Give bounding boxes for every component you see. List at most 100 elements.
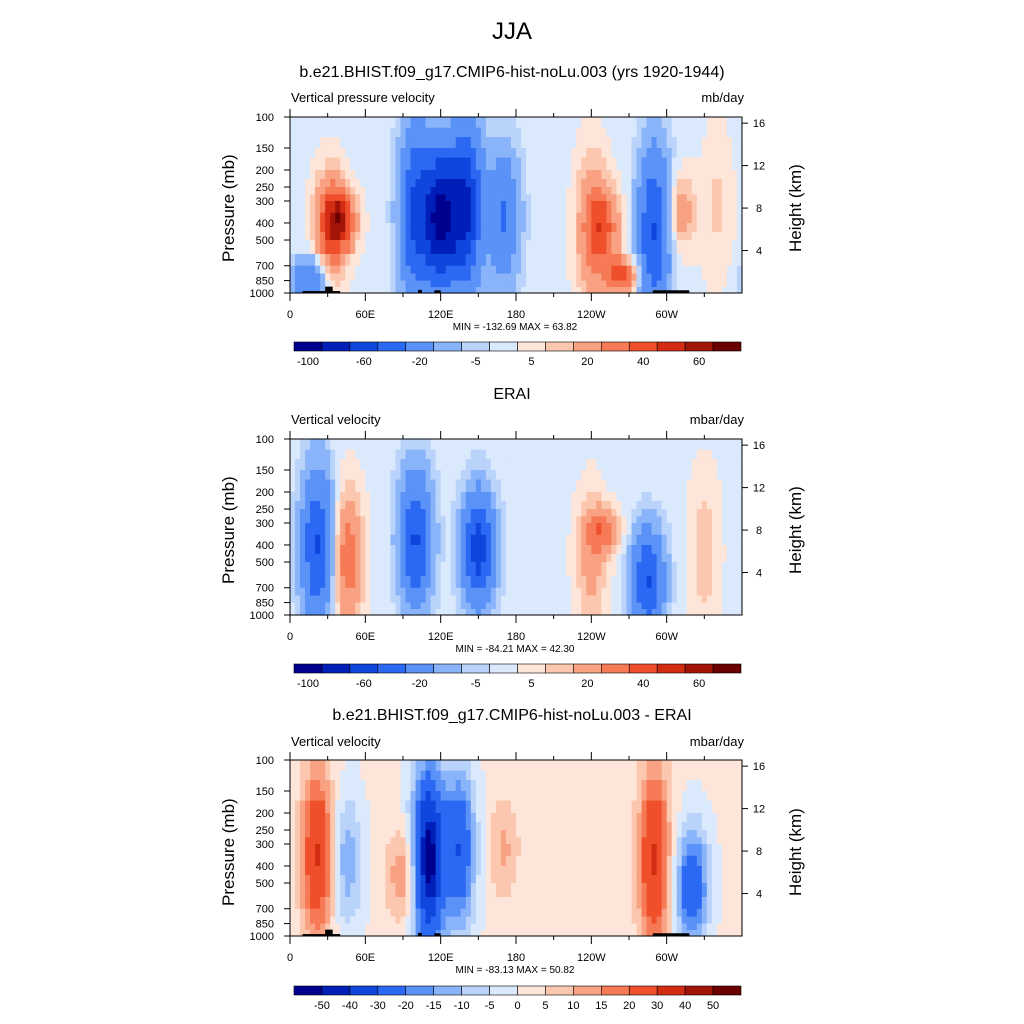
heatmap-cell [290, 187, 296, 195]
heatmap-cell [385, 509, 392, 517]
heatmap-cell [586, 837, 592, 845]
heatmap-cell [465, 534, 472, 546]
heatmap-cell [706, 459, 713, 471]
heatmap-cell [596, 790, 602, 802]
heatmap-cell [310, 491, 316, 502]
heatmap-cell [561, 500, 567, 510]
heatmap-cell [631, 837, 638, 845]
heatmap-cell [641, 896, 648, 910]
heatmap-cell [415, 587, 422, 597]
heatmap-cell [686, 200, 693, 214]
heatmap-cell [691, 449, 698, 460]
heatmap-cell [430, 459, 437, 471]
heatmap-cell [576, 117, 582, 129]
heatmap-cell [290, 800, 296, 814]
heatmap-cell [636, 187, 643, 195]
heatmap-cell [325, 609, 331, 616]
heatmap-cell [340, 280, 346, 288]
heatmap-cell [460, 760, 467, 772]
heatmap-cell [566, 760, 572, 772]
heatmap-cell [495, 137, 502, 149]
heatmap-cell [450, 469, 457, 481]
heatmap-cell [661, 273, 668, 282]
heatmap-cell [641, 883, 648, 898]
heatmap-cell [470, 212, 477, 224]
heatmap-cell [470, 169, 477, 180]
heatmap-cell [611, 602, 618, 610]
heatmap-cell [335, 760, 341, 772]
heatmap-cell [561, 534, 567, 546]
heatmap-cell [526, 127, 532, 138]
heatmap-cell [335, 187, 341, 195]
heatmap-cell [420, 800, 427, 814]
heatmap-cell [350, 760, 356, 772]
heatmap-cell [300, 509, 306, 517]
heatmap-cell [350, 449, 356, 460]
heatmap-cell [631, 908, 638, 918]
heatmap-cell [616, 923, 623, 931]
heatmap-cell [536, 562, 542, 577]
heatmap-cell [395, 865, 402, 876]
heatmap-cell [571, 491, 577, 502]
heatmap-cell [455, 469, 462, 481]
heatmap-cell [290, 169, 296, 180]
heatmap-cell [536, 790, 542, 802]
heatmap-cell [621, 908, 628, 918]
heatmap-cell [661, 479, 668, 493]
heatmap-cell [305, 544, 311, 555]
heatmap-cell [460, 117, 467, 129]
heatmap-cell [591, 760, 597, 772]
heatmap-cell [435, 222, 442, 233]
lon-tick-label: 180 [507, 631, 525, 643]
heatmap-cell [375, 265, 381, 275]
heatmap-cell [465, 469, 472, 481]
heatmap-cell [691, 200, 698, 214]
heatmap-cell [295, 509, 301, 517]
heatmap-cell [385, 479, 392, 493]
heatmap-cell [425, 760, 432, 772]
heatmap-cell [370, 509, 376, 517]
heatmap-cell [385, 812, 392, 823]
heatmap-cell [681, 609, 688, 616]
heatmap-cell [576, 562, 582, 577]
heatmap-cell [395, 602, 402, 610]
heatmap-cell [400, 930, 407, 937]
heatmap-cell [355, 770, 361, 781]
heatmap-cell [681, 509, 688, 517]
heatmap-cell [385, 760, 392, 772]
heatmap-cell [375, 562, 381, 577]
lon-tick-label: 120E [428, 309, 454, 321]
heatmap-cell [641, 212, 648, 224]
heatmap-cell [345, 587, 351, 597]
heatmap-cell [330, 147, 336, 159]
heatmap-cell [375, 169, 381, 180]
heatmap-cell [380, 874, 387, 884]
heatmap-cell [340, 916, 346, 925]
heatmap-cell [400, 194, 407, 202]
heatmap-cell [576, 923, 582, 931]
heatmap-cell [561, 575, 567, 589]
heatmap-cell [375, 509, 381, 517]
heatmap-cell [521, 587, 527, 597]
heatmap-cell [365, 194, 371, 202]
heatmap-cell [505, 812, 512, 823]
heatmap-cell [516, 821, 522, 831]
heatmap-cell [370, 200, 376, 214]
heatmap-cell [370, 821, 376, 831]
heatmap-cell [616, 127, 623, 138]
heatmap-cell [536, 222, 542, 233]
heatmap-cell [606, 127, 613, 138]
height-tick-label: 4 [756, 568, 762, 580]
heatmap-cell [445, 587, 452, 597]
heatmap-cell [435, 231, 442, 241]
heatmap-cell [490, 534, 497, 546]
heatmap-cell [711, 609, 718, 616]
heatmap-cell [375, 117, 381, 129]
heatmap-cell [561, 760, 567, 772]
heatmap-cell [531, 770, 537, 781]
heatmap-cell [330, 222, 336, 233]
heatmap-cell [295, 575, 301, 589]
heatmap-cell [566, 865, 572, 876]
heatmap-cell [611, 117, 618, 129]
heatmap-cell [510, 479, 517, 493]
